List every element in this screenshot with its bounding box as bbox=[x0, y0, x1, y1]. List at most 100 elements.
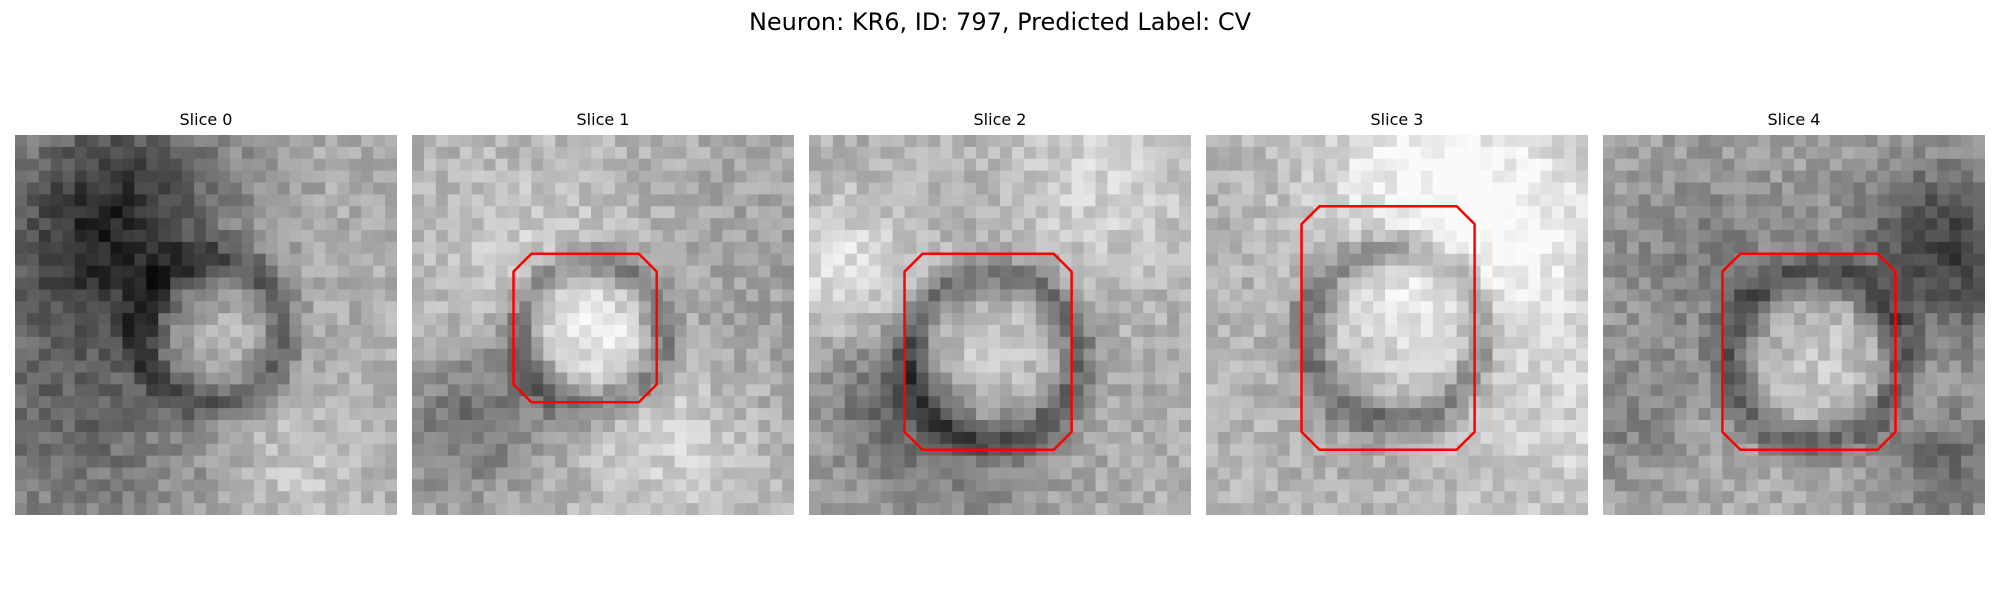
image-pixel bbox=[710, 337, 723, 349]
image-pixel bbox=[39, 194, 52, 206]
image-pixel bbox=[1084, 289, 1097, 301]
image-pixel bbox=[1552, 361, 1565, 373]
image-pixel bbox=[1746, 396, 1759, 408]
image-pixel bbox=[1143, 289, 1156, 301]
image-pixel bbox=[1552, 444, 1565, 456]
image-pixel bbox=[1758, 230, 1771, 242]
image-pixel bbox=[1794, 420, 1807, 432]
image-pixel bbox=[313, 384, 326, 396]
image-pixel bbox=[881, 218, 894, 230]
image-pixel bbox=[460, 479, 473, 491]
image-pixel bbox=[1361, 230, 1374, 242]
image-pixel bbox=[893, 278, 906, 290]
image-pixel bbox=[1675, 171, 1688, 183]
image-pixel bbox=[1830, 301, 1843, 313]
image-pixel bbox=[699, 384, 712, 396]
image-pixel bbox=[1167, 491, 1180, 503]
image-pixel bbox=[1901, 194, 1914, 206]
image-pixel bbox=[1901, 337, 1914, 349]
image-pixel bbox=[170, 194, 183, 206]
image-pixel bbox=[146, 206, 159, 218]
image-pixel bbox=[663, 289, 676, 301]
image-pixel bbox=[1143, 278, 1156, 290]
image-pixel bbox=[1457, 384, 1470, 396]
image-pixel bbox=[182, 337, 195, 349]
image-pixel bbox=[1313, 218, 1326, 230]
image-pixel bbox=[230, 432, 243, 444]
image-pixel bbox=[675, 384, 688, 396]
image-pixel bbox=[1290, 171, 1303, 183]
image-pixel bbox=[687, 147, 700, 159]
image-pixel bbox=[1842, 171, 1855, 183]
image-pixel bbox=[1615, 408, 1628, 420]
image-pixel bbox=[1639, 384, 1652, 396]
image-pixel bbox=[627, 361, 640, 373]
image-pixel bbox=[15, 503, 28, 515]
image-pixel bbox=[1373, 479, 1386, 491]
image-pixel bbox=[1973, 183, 1985, 195]
image-pixel bbox=[976, 194, 989, 206]
image-pixel bbox=[1278, 230, 1291, 242]
image-pixel bbox=[111, 361, 124, 373]
image-pixel bbox=[134, 361, 147, 373]
image-pixel bbox=[1878, 396, 1891, 408]
image-pixel bbox=[134, 420, 147, 432]
image-pixel bbox=[337, 313, 350, 325]
image-pixel bbox=[1409, 159, 1422, 171]
image-pixel bbox=[385, 456, 397, 468]
image-pixel bbox=[1242, 278, 1255, 290]
image-pixel bbox=[1433, 218, 1446, 230]
image-pixel bbox=[1806, 420, 1819, 432]
image-pixel bbox=[266, 289, 279, 301]
image-pixel bbox=[134, 396, 147, 408]
image-pixel bbox=[555, 479, 568, 491]
image-pixel bbox=[952, 171, 965, 183]
image-pixel bbox=[1036, 503, 1049, 515]
image-pixel bbox=[1060, 159, 1073, 171]
image-pixel bbox=[687, 384, 700, 396]
image-pixel bbox=[1830, 325, 1843, 337]
image-pixel bbox=[436, 171, 449, 183]
image-pixel bbox=[952, 289, 965, 301]
image-pixel bbox=[699, 503, 712, 515]
image-pixel bbox=[663, 408, 676, 420]
image-pixel bbox=[1925, 183, 1938, 195]
image-pixel bbox=[893, 159, 906, 171]
image-pixel bbox=[845, 373, 858, 385]
image-pixel bbox=[170, 313, 183, 325]
image-pixel bbox=[508, 456, 521, 468]
image-pixel bbox=[1445, 384, 1458, 396]
image-pixel bbox=[1421, 361, 1434, 373]
image-pixel bbox=[266, 503, 279, 515]
image-pixel bbox=[1516, 468, 1529, 480]
image-pixel bbox=[543, 384, 556, 396]
image-pixel bbox=[1552, 266, 1565, 278]
image-pixel bbox=[349, 408, 362, 420]
image-pixel bbox=[1325, 468, 1338, 480]
image-pixel bbox=[1516, 194, 1529, 206]
image-pixel bbox=[496, 206, 509, 218]
image-pixel bbox=[675, 373, 688, 385]
image-pixel bbox=[1278, 206, 1291, 218]
image-pixel bbox=[1302, 325, 1315, 337]
image-pixel bbox=[639, 171, 652, 183]
image-pixel bbox=[15, 147, 28, 159]
image-pixel bbox=[1961, 159, 1974, 171]
image-pixel bbox=[1278, 349, 1291, 361]
image-pixel bbox=[1687, 361, 1700, 373]
image-pixel bbox=[1325, 337, 1338, 349]
image-pixel bbox=[337, 301, 350, 313]
image-pixel bbox=[543, 266, 556, 278]
image-pixel bbox=[1167, 242, 1180, 254]
image-pixel bbox=[1901, 159, 1914, 171]
image-pixel bbox=[87, 194, 100, 206]
image-pixel bbox=[1119, 313, 1132, 325]
image-pixel bbox=[758, 254, 771, 266]
image-pixel bbox=[699, 325, 712, 337]
image-pixel bbox=[543, 313, 556, 325]
image-pixel bbox=[1155, 254, 1168, 266]
image-pixel bbox=[412, 278, 425, 290]
image-pixel bbox=[1842, 242, 1855, 254]
image-pixel bbox=[1663, 266, 1676, 278]
image-pixel bbox=[821, 242, 834, 254]
